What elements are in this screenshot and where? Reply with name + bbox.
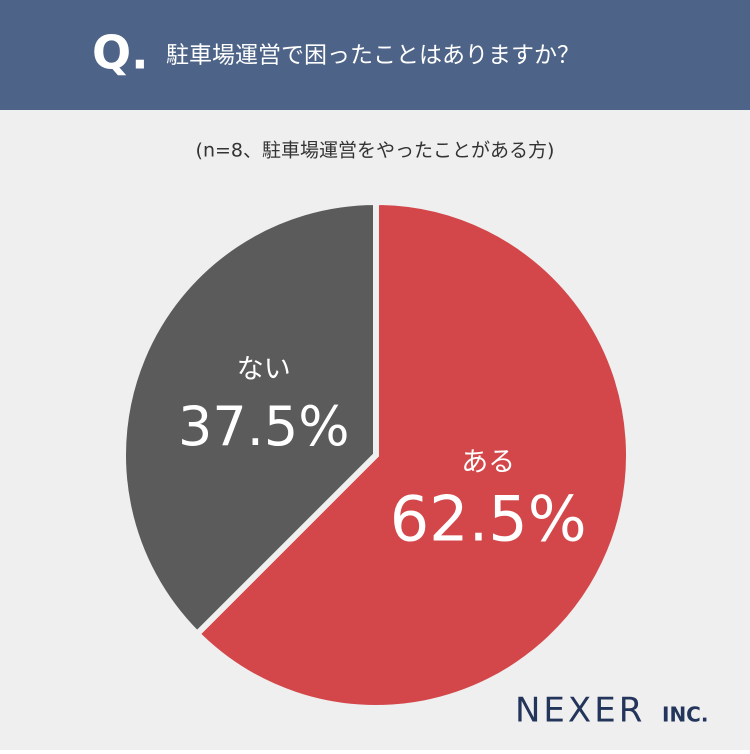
slice-category-label: ない <box>237 354 291 385</box>
pie-slice <box>120 198 379 639</box>
header-band <box>0 0 750 110</box>
pie: ある 62.5% ない 37.5% <box>120 198 632 711</box>
brand-suffix: INC. <box>662 703 708 727</box>
slice-value-label: 37.5% <box>178 395 350 458</box>
pie-slice <box>192 198 632 711</box>
slice-category-label: ある <box>461 447 515 478</box>
question-mark: Q. <box>92 26 149 80</box>
brand: NEXER <box>515 691 645 731</box>
chart-subtitle: (n=8、駐車場運営をやったことがある方) <box>196 140 555 162</box>
slice-value-label: 62.5% <box>390 483 587 556</box>
chart-title: 駐車場運営で困ったことはありますか？ <box>166 43 580 69</box>
